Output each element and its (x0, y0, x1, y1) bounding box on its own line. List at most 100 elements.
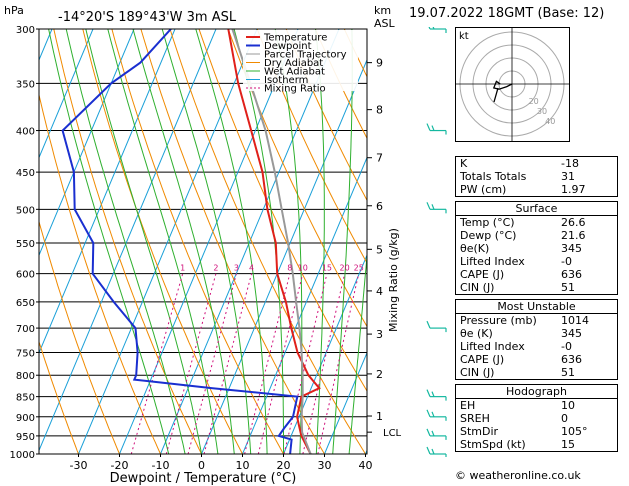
wind-barb (426, 123, 447, 135)
series-dewpoint (61, 29, 299, 454)
index-label: Pressure (mb) (460, 314, 537, 327)
index-row: StmDir 105° (456, 425, 617, 438)
index-value: 31 (561, 170, 575, 183)
km-tick-label: 5 (376, 243, 383, 256)
box-title: Surface (456, 202, 617, 216)
pressure-tick-label: 450 (16, 168, 35, 179)
pressure-tick-label: 800 (16, 371, 35, 382)
index-label: K (460, 157, 468, 170)
index-value: 15 (561, 438, 575, 451)
pressure-tick-label: 1000 (10, 450, 35, 461)
index-row: Totals Totals 31 (456, 170, 617, 183)
index-label: Lifted Index (460, 340, 525, 353)
indices-panel: K -18 Totals Totals 31 PW (cm) 1.97 Surface Te… (455, 156, 618, 456)
mixing-ratio-label: 15 (322, 264, 332, 273)
index-row: PW (cm) 1.97 (456, 183, 617, 196)
lcl-label: LCL (383, 428, 402, 439)
temp-tick-label: 30 (318, 459, 332, 472)
index-label: Temp (°C) (460, 216, 515, 229)
index-value: 26.6 (561, 216, 586, 229)
index-value: -0 (561, 340, 572, 353)
index-value: 51 (561, 366, 575, 379)
temp-tick-label: -20 (111, 459, 129, 472)
indices-box: K -18 Totals Totals 31 PW (cm) 1.97 (455, 156, 618, 197)
index-row: CIN (J) 51 (456, 281, 617, 294)
temp-tick-label: 40 (359, 459, 373, 472)
index-row: θe(K) 345 (456, 242, 617, 255)
wind-barb (428, 27, 447, 33)
plot-frame (38, 28, 368, 455)
mixing-ratio-label: 3 (234, 264, 239, 273)
pressure-tick-label: 550 (16, 239, 35, 250)
series-temperature (227, 29, 321, 454)
km-axis-label-asl: ASL (374, 17, 396, 30)
km-tick-label: 4 (376, 285, 383, 298)
index-label: EH (460, 399, 476, 412)
index-row: Dewp (°C) 21.6 (456, 229, 617, 242)
index-label: CAPE (J) (460, 268, 505, 281)
index-row: Temp (°C) 26.6 (456, 216, 617, 229)
surface-box: Surface Temp (°C) 26.6 Dewp (°C) 21.6 θe(K) 34… (455, 201, 618, 295)
pressure-tick-label: 300 (16, 25, 35, 36)
index-label: PW (cm) (460, 183, 507, 196)
index-row: CIN (J) 51 (456, 366, 617, 379)
mixing-ratio-label: 4 (249, 264, 254, 273)
wind-barb (426, 409, 447, 421)
pressure-tick-label: 850 (16, 393, 35, 404)
wind-barb (426, 202, 447, 214)
index-label: θe(K) (460, 242, 490, 255)
hodograph-ring-label: 20 (529, 97, 539, 106)
index-row: StmSpd (kt) 15 (456, 438, 617, 451)
most-unstable-box: Most Unstable Pressure (mb) 1014 θe (K) 345 L… (455, 299, 618, 380)
mixing-ratio-label: 2 (213, 264, 218, 273)
x-axis-label: Dewpoint / Temperature (°C) (110, 471, 297, 486)
pressure-tick-label: 950 (16, 432, 35, 443)
km-tick-label: 3 (376, 328, 383, 341)
index-value: -18 (561, 157, 579, 170)
temp-tick-label: 10 (236, 459, 250, 472)
temp-tick-label: 0 (198, 459, 205, 472)
legend-entry: Isotherm (264, 75, 308, 86)
index-label: CIN (J) (460, 281, 495, 294)
chart-title: -14°20'S 189°43'W 3m ASL (58, 10, 237, 25)
km-axis-label: km (374, 4, 391, 17)
km-tick-label: 9 (376, 57, 383, 70)
index-value: 1014 (561, 314, 589, 327)
pressure-tick-label: 400 (16, 127, 35, 138)
km-tick-label: 2 (376, 368, 383, 381)
index-label: Dewp (°C) (460, 229, 517, 242)
index-value: 345 (561, 242, 582, 255)
index-label: θe (K) (460, 327, 493, 340)
wind-barb (426, 320, 447, 333)
index-row: K -18 (456, 157, 617, 170)
mixing-ratio-axis-label: Mixing Ratio (g/kg) (387, 228, 400, 332)
legend-entry: Temperature (263, 33, 327, 44)
index-value: 21.6 (561, 229, 586, 242)
index-value: 10 (561, 399, 575, 412)
index-value: 51 (561, 281, 575, 294)
legend-entry: Mixing Ratio (264, 84, 326, 95)
index-label: SREH (460, 412, 490, 425)
mixing-ratio-label: 20 (340, 264, 350, 273)
pressure-tick-label: 600 (16, 270, 35, 281)
index-value: 345 (561, 327, 582, 340)
index-label: StmSpd (kt) (460, 438, 526, 451)
hodograph-ring-label: 30 (537, 107, 547, 116)
wind-barb (426, 428, 447, 440)
mixing-ratio-label: 25 (354, 264, 364, 273)
index-value: 0 (561, 412, 568, 425)
temp-tick-label: -10 (152, 459, 170, 472)
box-title: Hodograph (456, 385, 617, 399)
pressure-tick-label: 750 (16, 348, 35, 359)
legend-entry: Parcel Trajectory (264, 50, 347, 61)
index-label: CAPE (J) (460, 353, 505, 366)
box-title: Most Unstable (456, 300, 617, 314)
legend-entry: Wet Adiabat (264, 67, 325, 78)
index-value: 105° (561, 425, 588, 438)
index-label: Lifted Index (460, 255, 525, 268)
hodograph-unit: kt (459, 31, 469, 42)
index-row: EH 10 (456, 399, 617, 412)
timestamp: 19.07.2022 18GMT (Base: 12) (409, 6, 605, 21)
